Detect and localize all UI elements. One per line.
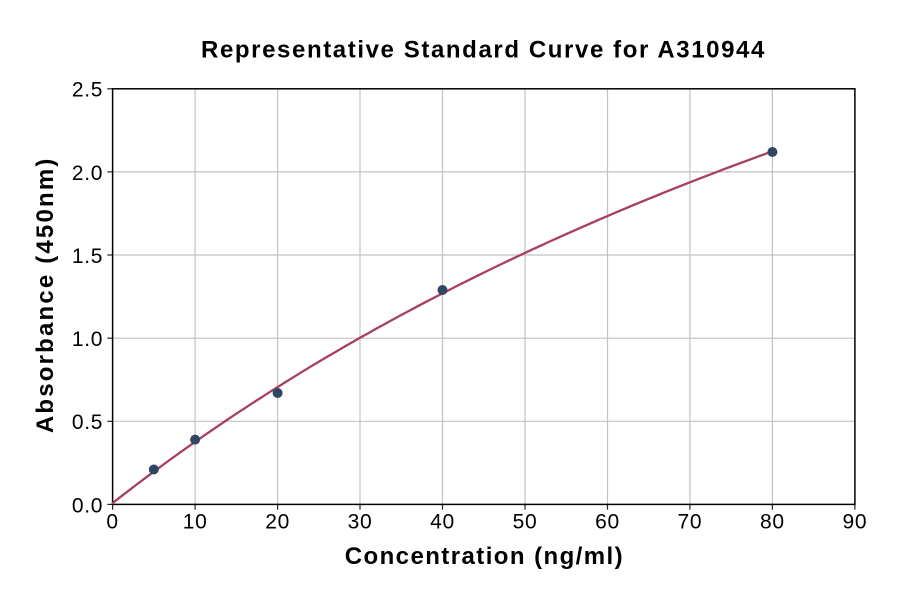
svg-text:Concentration (ng/ml): Concentration (ng/ml) xyxy=(345,543,624,570)
svg-text:0.0: 0.0 xyxy=(72,494,103,517)
svg-text:1.5: 1.5 xyxy=(72,245,103,268)
svg-text:80: 80 xyxy=(760,510,785,533)
svg-text:2.5: 2.5 xyxy=(72,79,103,102)
svg-text:20: 20 xyxy=(265,510,290,533)
svg-text:Absorbance (450nm): Absorbance (450nm) xyxy=(32,156,59,433)
svg-text:30: 30 xyxy=(348,510,373,533)
svg-text:0: 0 xyxy=(106,510,118,533)
svg-text:1.0: 1.0 xyxy=(72,328,103,351)
svg-text:50: 50 xyxy=(513,510,538,533)
svg-text:10: 10 xyxy=(183,510,208,533)
svg-text:70: 70 xyxy=(678,510,703,533)
svg-text:0.5: 0.5 xyxy=(72,411,103,434)
svg-text:90: 90 xyxy=(843,510,868,533)
svg-text:40: 40 xyxy=(430,510,455,533)
svg-text:Representative Standard Curve: Representative Standard Curve for A31094… xyxy=(201,36,766,63)
svg-text:2.0: 2.0 xyxy=(72,162,103,185)
svg-text:60: 60 xyxy=(595,510,620,533)
